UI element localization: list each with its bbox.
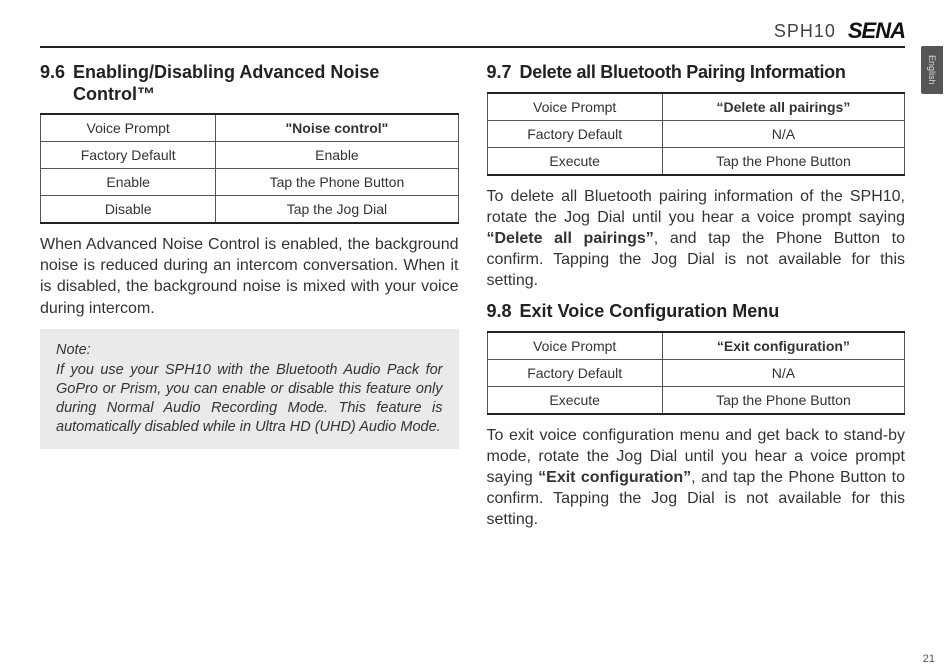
section-9-8-heading: 9.8 Exit Voice Configuration Menu (487, 301, 906, 323)
section-number: 9.7 (487, 62, 512, 84)
content-columns: 9.6 Enabling/Disabling Advanced Noise Co… (40, 62, 905, 540)
table-cell: N/A (662, 120, 904, 147)
brand-logo: SENA (848, 18, 905, 44)
language-tab: English (921, 46, 943, 94)
table-row: Execute Tap the Phone Button (487, 386, 905, 414)
table-cell: Factory Default (487, 359, 662, 386)
table-row: Execute Tap the Phone Button (487, 147, 905, 175)
table-cell: Enable (41, 169, 216, 196)
table-9-7: Voice Prompt “Delete all pairings” Facto… (487, 92, 906, 176)
table-cell: "Noise control" (216, 114, 458, 142)
table-cell: Tap the Phone Button (662, 147, 904, 175)
section-title: Enabling/Disabling Advanced Noise Contro… (73, 62, 458, 105)
table-row: Voice Prompt “Exit configuration” (487, 332, 905, 360)
table-cell: Execute (487, 147, 662, 175)
note-box: Note: If you use your SPH10 with the Blu… (40, 329, 459, 449)
table-row: Factory Default N/A (487, 359, 905, 386)
table-cell: “Delete all pairings” (662, 93, 904, 121)
page-number: 21 (923, 653, 935, 665)
note-body: If you use your SPH10 with the Bluetooth… (56, 362, 443, 435)
header-bar: SPH10 SENA (40, 18, 905, 48)
paragraph-9-7: To delete all Bluetooth pairing informat… (487, 186, 906, 292)
table-cell: Voice Prompt (487, 93, 662, 121)
table-cell: Voice Prompt (487, 332, 662, 360)
table-row: Factory Default N/A (487, 120, 905, 147)
table-cell: Tap the Jog Dial (216, 196, 458, 224)
section-title: Exit Voice Configuration Menu (520, 301, 905, 323)
paragraph-9-6: When Advanced Noise Control is enabled, … (40, 234, 459, 318)
text-bold: “Exit configuration” (538, 469, 691, 486)
table-cell: Enable (216, 142, 458, 169)
section-title: Delete all Bluetooth Pairing Information (520, 62, 905, 84)
table-cell: Execute (487, 386, 662, 414)
section-number: 9.6 (40, 62, 65, 84)
table-cell: Tap the Phone Button (662, 386, 904, 414)
table-cell: Factory Default (487, 120, 662, 147)
table-row: Factory Default Enable (41, 142, 459, 169)
section-number: 9.8 (487, 301, 512, 323)
table-cell: N/A (662, 359, 904, 386)
table-row: Disable Tap the Jog Dial (41, 196, 459, 224)
table-cell: Disable (41, 196, 216, 224)
section-9-6-heading: 9.6 Enabling/Disabling Advanced Noise Co… (40, 62, 459, 105)
left-column: 9.6 Enabling/Disabling Advanced Noise Co… (40, 62, 459, 540)
paragraph-9-8: To exit voice configuration menu and get… (487, 425, 906, 531)
right-column: 9.7 Delete all Bluetooth Pairing Informa… (487, 62, 906, 540)
page: SPH10 SENA English 9.6 Enabling/Disablin… (0, 0, 945, 671)
table-cell: Voice Prompt (41, 114, 216, 142)
table-cell: “Exit configuration” (662, 332, 904, 360)
table-row: Enable Tap the Phone Button (41, 169, 459, 196)
table-row: Voice Prompt "Noise control" (41, 114, 459, 142)
note-label: Note: (56, 341, 443, 360)
table-9-8: Voice Prompt “Exit configuration” Factor… (487, 331, 906, 415)
section-9-7-heading: 9.7 Delete all Bluetooth Pairing Informa… (487, 62, 906, 84)
table-9-6: Voice Prompt "Noise control" Factory Def… (40, 113, 459, 224)
table-row: Voice Prompt “Delete all pairings” (487, 93, 905, 121)
table-cell: Factory Default (41, 142, 216, 169)
text-part: To delete all Bluetooth pairing informat… (487, 188, 906, 226)
product-name: SPH10 (774, 21, 836, 42)
table-cell: Tap the Phone Button (216, 169, 458, 196)
text-bold: “Delete all pairings” (487, 230, 654, 247)
